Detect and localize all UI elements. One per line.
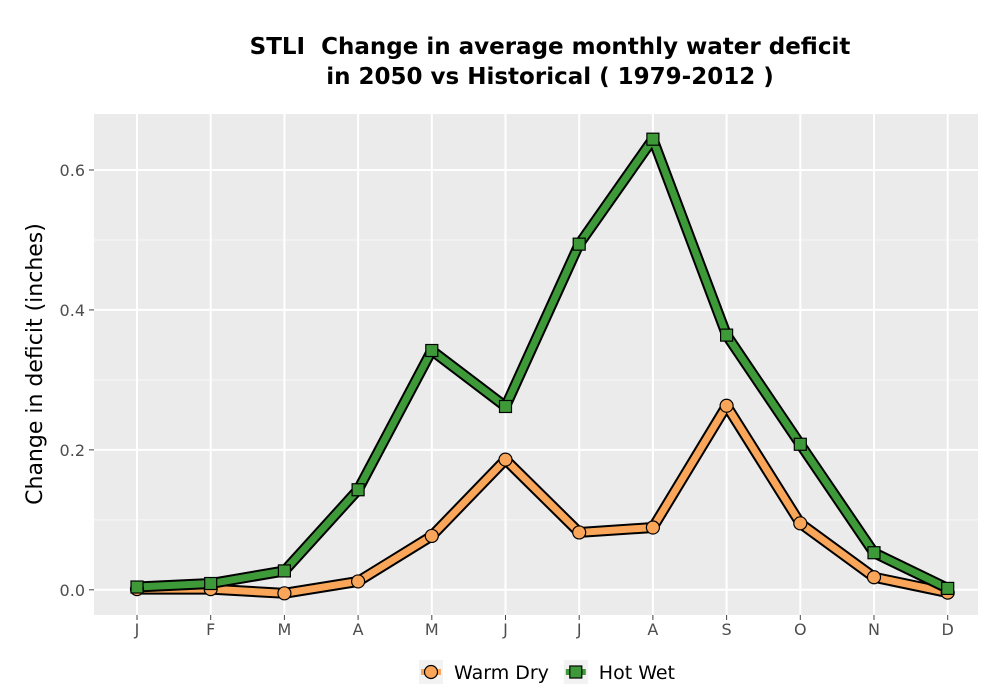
x-tick-label: F xyxy=(206,620,215,639)
data-point-square xyxy=(130,580,144,594)
data-point-square xyxy=(277,564,291,578)
y-axis-label: Change in deficit (inches) xyxy=(23,223,48,505)
legend-key-circle-icon xyxy=(423,664,439,680)
data-point-square xyxy=(719,328,734,342)
x-tick-label: J xyxy=(134,620,140,639)
data-point-square xyxy=(204,576,218,591)
chart-title-line-2: in 2050 vs Historical ( 1979-2012 ) xyxy=(326,64,774,90)
data-point-square xyxy=(572,237,586,251)
data-point-circle xyxy=(719,398,734,413)
data-point-square xyxy=(425,343,439,358)
data-point-square xyxy=(498,399,513,414)
y-tick-label: 0.6 xyxy=(60,161,85,180)
series-line-hot-wet xyxy=(133,135,952,592)
x-tick-label: O xyxy=(794,620,807,639)
data-point-circle xyxy=(572,525,587,540)
data-point-square xyxy=(941,581,955,596)
legend-label-warm-dry: Warm Dry xyxy=(454,662,549,684)
data-point-circle xyxy=(351,574,366,589)
series-layer xyxy=(129,132,955,601)
x-tick-label: A xyxy=(647,620,658,639)
axis-layer: 0.0 0.2 0.4 0.6 J F M A M J J A S O N D xyxy=(60,161,954,639)
x-tick-label: N xyxy=(868,620,880,639)
data-point-square xyxy=(867,546,881,560)
y-tick-label: 0.4 xyxy=(60,301,85,320)
x-tick-label: M xyxy=(277,620,291,639)
series-line-warm-dry xyxy=(133,402,952,597)
chart-title-line-1: STLI Change in average monthly water def… xyxy=(249,34,851,60)
x-tick-label: J xyxy=(502,620,508,639)
data-point-circle xyxy=(866,570,882,585)
legend-key-square-icon xyxy=(569,665,583,679)
data-point-circle xyxy=(498,452,513,467)
x-tick-label: M xyxy=(425,620,439,639)
data-point-square xyxy=(793,437,807,451)
data-point-circle xyxy=(424,528,439,544)
data-point-circle xyxy=(645,520,661,535)
plot-background xyxy=(94,114,978,615)
x-tick-label: J xyxy=(576,620,582,639)
chart-title: STLI Change in average monthly water def… xyxy=(120,32,980,92)
data-point-circle xyxy=(277,586,292,601)
grid-minor xyxy=(94,239,978,521)
data-point-circle xyxy=(793,516,808,531)
x-tick-label: A xyxy=(353,620,364,639)
x-tick-label: D xyxy=(942,620,954,639)
data-point-square xyxy=(351,483,365,497)
y-tick-label: 0.2 xyxy=(60,441,85,460)
data-point-square xyxy=(646,132,660,146)
x-tick-label: S xyxy=(722,620,732,639)
legend: Warm Dry Hot Wet xyxy=(419,660,675,684)
legend-label-hot-wet: Hot Wet xyxy=(599,662,675,684)
y-tick-label: 0.0 xyxy=(60,581,85,600)
